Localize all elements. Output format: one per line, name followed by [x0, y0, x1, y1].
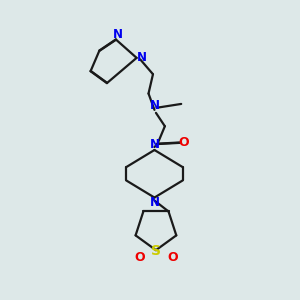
Text: O: O	[179, 136, 190, 149]
Text: O: O	[134, 251, 145, 264]
Text: N: N	[149, 138, 160, 152]
Text: S: S	[151, 244, 161, 258]
Text: N: N	[149, 196, 160, 209]
Text: N: N	[149, 99, 160, 112]
Text: O: O	[167, 251, 178, 264]
Text: N: N	[137, 51, 147, 64]
Text: N: N	[113, 28, 123, 40]
